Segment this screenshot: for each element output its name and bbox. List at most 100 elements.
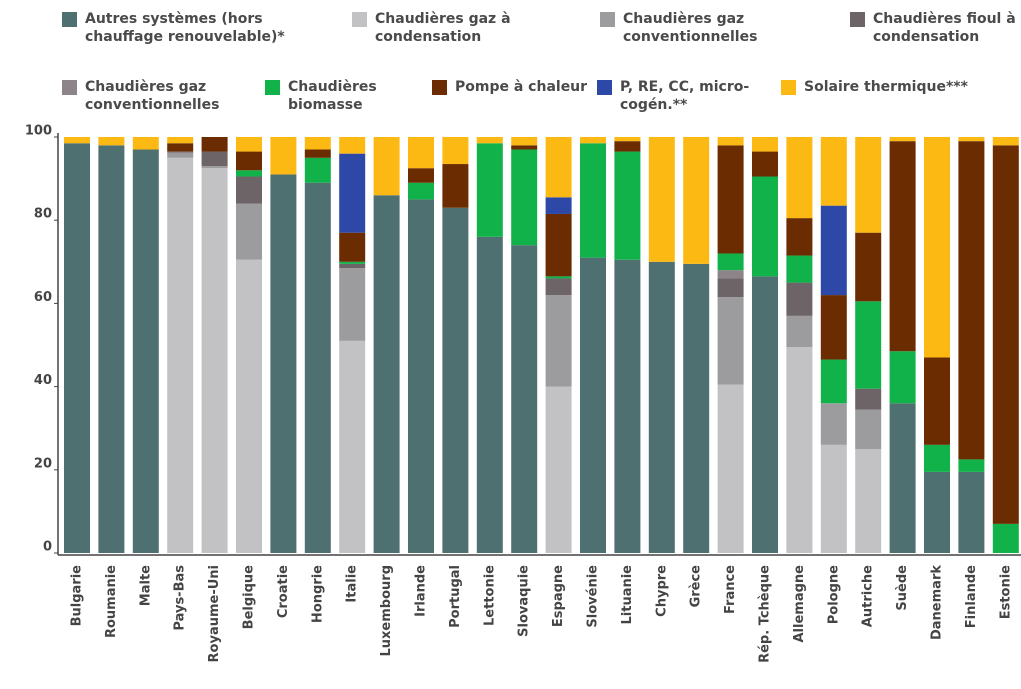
bar-segment <box>339 268 366 341</box>
bar-segment <box>98 145 125 553</box>
bar-segment <box>442 164 469 208</box>
bar-segment <box>889 137 916 142</box>
bar-segment <box>236 170 262 177</box>
bar-segment <box>683 263 710 553</box>
y-tick-label: 100 <box>25 124 52 139</box>
bar-segment <box>855 449 882 553</box>
y-tick-label: 60 <box>34 290 52 305</box>
bar-segment <box>511 149 538 246</box>
bar-segment <box>786 218 813 256</box>
bar-segment <box>442 137 469 165</box>
bar-segment <box>408 182 434 200</box>
x-tick-label: France <box>723 565 738 614</box>
bar-segment <box>924 471 950 553</box>
bar-segment <box>201 151 228 167</box>
bar-segment <box>339 340 366 553</box>
x-tick-label: Rép. Tchèque <box>758 565 773 663</box>
legend-swatch <box>600 12 615 27</box>
x-tick-label: Portugal <box>448 565 463 628</box>
bar-segment <box>201 137 228 152</box>
bar-segment <box>820 137 847 206</box>
x-tick-label: Danemark <box>930 565 945 640</box>
bar-segment <box>64 137 90 144</box>
bar-segment <box>98 137 125 146</box>
bar-segment <box>820 295 847 360</box>
bar-segment <box>820 359 847 404</box>
bar-segment <box>648 137 675 262</box>
legend-label: Chaudières gaz à condensation <box>375 11 511 45</box>
bar-segment <box>545 197 572 214</box>
x-tick-label: Malte <box>138 565 153 606</box>
bar-segment <box>786 282 813 316</box>
bar-segment <box>408 137 434 169</box>
bar-segment <box>236 176 262 204</box>
x-tick-label: Grèce <box>689 565 704 608</box>
bar-segment <box>476 236 503 553</box>
x-tick-label: Luxembourg <box>379 565 394 657</box>
bar-segment <box>167 137 194 144</box>
bar-segment <box>889 141 916 352</box>
y-tick-label: 80 <box>34 207 52 222</box>
bar-segment <box>614 259 641 553</box>
bar-segment <box>648 261 675 553</box>
x-tick-label: Royaume-Uni <box>207 565 222 662</box>
bar-segment <box>304 137 331 150</box>
bar-segment <box>511 145 538 150</box>
legend-label: Chaudières biomasse <box>288 79 377 113</box>
bar-segment <box>958 137 985 142</box>
x-tick-label: Roumanie <box>104 565 119 638</box>
bar-segment <box>201 168 228 553</box>
bar-segment <box>889 403 916 553</box>
bar-segment <box>717 297 744 385</box>
bar-segment <box>545 295 572 387</box>
bar-segment <box>545 276 572 279</box>
bar-segment <box>786 347 813 553</box>
x-tick-label: Lituanie <box>620 565 635 625</box>
legend-swatch <box>352 12 367 27</box>
bar-segment <box>373 137 400 196</box>
legend-swatch <box>265 80 280 95</box>
bar-segment <box>545 137 572 198</box>
legend-label: Pompe à chaleur <box>455 79 588 95</box>
bar-segment <box>717 270 744 279</box>
bar-segment <box>717 253 744 271</box>
x-tick-label: Allemagne <box>792 565 807 643</box>
bar-segment <box>373 195 400 554</box>
legend-swatch <box>597 80 612 95</box>
bar-segment <box>236 137 262 152</box>
bar-segment <box>889 351 916 404</box>
bar-segment <box>476 137 503 144</box>
legend-swatch <box>850 12 865 27</box>
x-tick-label: Chypre <box>654 565 669 617</box>
legend-swatch <box>432 80 447 95</box>
bar-segment <box>545 213 572 277</box>
bar-segment <box>236 259 262 553</box>
bar-segment <box>304 149 331 158</box>
bar-segment <box>580 257 606 553</box>
bar-segment <box>339 263 366 269</box>
bar-segment <box>64 143 90 554</box>
x-tick-label: Espagne <box>551 565 566 627</box>
bar-segment <box>855 409 882 449</box>
bar-segment <box>992 523 1019 553</box>
bar-segment <box>132 149 159 554</box>
legend-label: Chaudières fioul à condensation <box>873 11 1016 45</box>
legend-label: Solaire thermique*** <box>804 79 968 95</box>
bar-segment <box>855 388 882 410</box>
bar-segment <box>304 157 331 183</box>
bar-segment <box>545 278 572 296</box>
legend-label: Autres systèmes (hors chauffage renouvel… <box>85 11 285 45</box>
bar-segment <box>132 137 159 150</box>
bar-segment <box>786 255 813 283</box>
bar-segment <box>820 403 847 445</box>
bar-segment <box>752 137 778 152</box>
bar-segment <box>614 151 641 260</box>
bar-segment <box>236 203 262 260</box>
x-tick-label: Bulgarie <box>70 565 85 627</box>
bar-segment <box>339 261 366 264</box>
bar-segment <box>820 444 847 553</box>
bar-segment <box>201 166 228 169</box>
bar-segment <box>786 137 813 219</box>
bar-segment <box>855 232 882 302</box>
